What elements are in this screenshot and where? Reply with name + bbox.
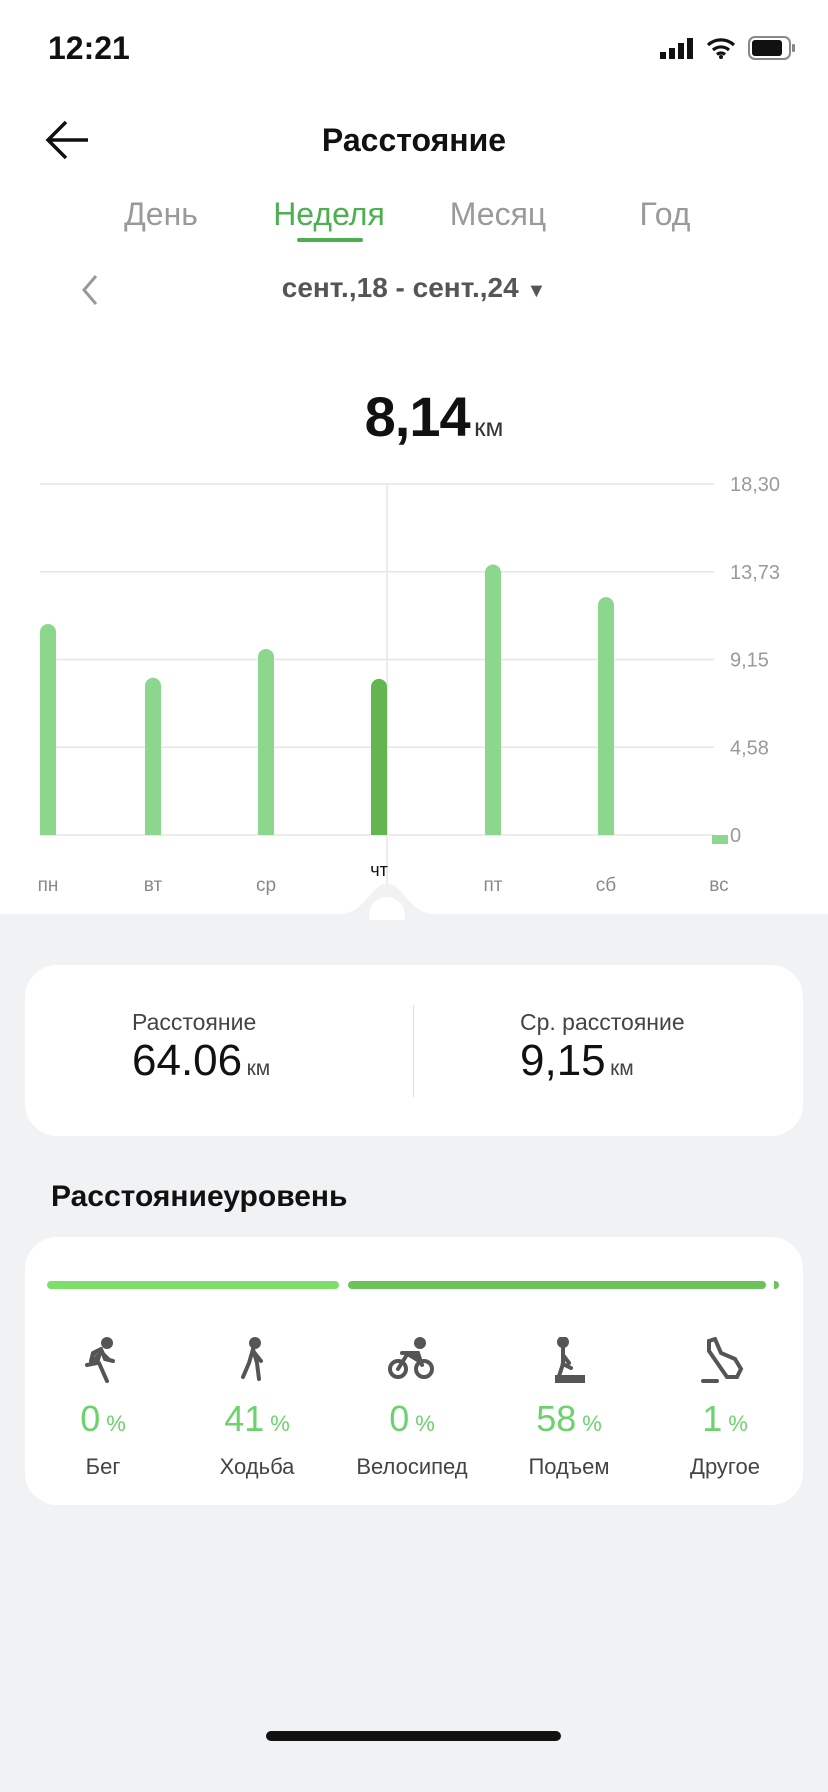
selected-value: 8,14 км: [0, 384, 828, 449]
average-label: Ср. расстояние: [520, 1009, 685, 1035]
total-value: 64.06: [132, 1036, 243, 1085]
x-tick-label: сб: [596, 875, 617, 896]
category-label: Велосипед: [356, 1454, 468, 1479]
other-share-bar: [774, 1281, 779, 1289]
dropdown-triangle-icon: ▼: [526, 280, 547, 302]
average-value: 9,15: [520, 1036, 606, 1085]
wifi-icon: [706, 38, 736, 59]
divider: [413, 1005, 414, 1097]
cycling-icon: [388, 1337, 434, 1379]
category-percent: 41%: [224, 1398, 290, 1439]
level-card: 0% Бег 41% Ходьба 0% Велосипед 58% Подъе…: [25, 1237, 803, 1505]
category-percent: 0%: [80, 1398, 126, 1439]
page-title: Расстояние: [321, 122, 507, 158]
back-arrow-icon[interactable]: [44, 120, 92, 160]
selected-unit: км: [474, 412, 504, 442]
climbing-icon: [555, 1336, 585, 1383]
x-tick-label: вт: [144, 875, 163, 896]
x-tick-label: пт: [484, 875, 503, 896]
home-indicator[interactable]: [266, 1731, 561, 1741]
bar: [712, 835, 728, 844]
y-tick-label: 0: [730, 825, 741, 847]
date-range: сент.,18 - сент.,24: [281, 272, 519, 303]
tab-year[interactable]: Год: [639, 196, 691, 232]
level-title: Расстояниеуровень: [51, 1180, 348, 1213]
average-unit: км: [610, 1057, 634, 1080]
x-tick-label: чт: [370, 860, 388, 880]
category-4: 1% Другое: [650, 1336, 800, 1480]
x-tick-label: вс: [709, 875, 728, 896]
total-unit: км: [246, 1057, 271, 1080]
walking-share-bar: [47, 1281, 339, 1289]
status-icons: [660, 36, 796, 60]
category-percent: 0%: [389, 1398, 435, 1439]
summary-card: Расстояние 64.06 км Ср. расстояние 9,15 …: [25, 965, 803, 1136]
category-0: 0% Бег: [28, 1337, 178, 1480]
y-tick-label: 13,73: [730, 562, 780, 584]
bar: [485, 564, 501, 835]
distance-chart[interactable]: 0 4,58 9,15 13,73 18,30 пн вт ср чт пт сб вс: [0, 460, 828, 920]
shoe-icon: [701, 1336, 744, 1383]
category-label: Бег: [85, 1454, 121, 1479]
previous-period-icon[interactable]: [80, 274, 100, 306]
date-range-selector[interactable]: сент.,18 - сент.,24 ▼: [0, 272, 828, 304]
bar: [258, 648, 274, 835]
signal-icon: [660, 38, 693, 59]
selector-knob: [369, 897, 405, 920]
tab-month[interactable]: Месяц: [449, 196, 547, 232]
battery-icon: [748, 36, 795, 60]
climbing-share-bar: [348, 1281, 766, 1289]
x-tick-label: пн: [38, 875, 59, 896]
x-tick-label: ср: [256, 875, 276, 896]
category-percent: 1%: [702, 1398, 748, 1439]
active-tab-indicator: [297, 238, 363, 242]
bar: [371, 678, 387, 835]
category-percent: 58%: [536, 1398, 602, 1439]
y-tick-label: 4,58: [730, 737, 769, 759]
category-label: Ходьба: [219, 1454, 295, 1479]
bar: [40, 624, 56, 835]
bar: [145, 677, 161, 835]
bar: [598, 597, 614, 835]
total-label: Расстояние: [132, 1009, 257, 1035]
category-1: 41% Ходьба: [182, 1337, 332, 1480]
walking-icon: [241, 1337, 263, 1381]
status-time: 12:21: [48, 30, 130, 66]
category-label: Другое: [690, 1454, 760, 1479]
selected-distance: 8,14: [364, 385, 471, 448]
y-tick-label: 18,30: [730, 474, 780, 496]
top-panel: [0, 0, 828, 914]
y-tick-label: 9,15: [730, 650, 769, 672]
tab-week[interactable]: Неделя: [273, 196, 385, 232]
category-2: 0% Велосипед: [337, 1337, 487, 1480]
tab-day[interactable]: День: [124, 196, 198, 232]
category-3: 58% Подъем: [494, 1336, 644, 1480]
running-icon: [85, 1337, 115, 1383]
category-label: Подъем: [528, 1454, 610, 1479]
